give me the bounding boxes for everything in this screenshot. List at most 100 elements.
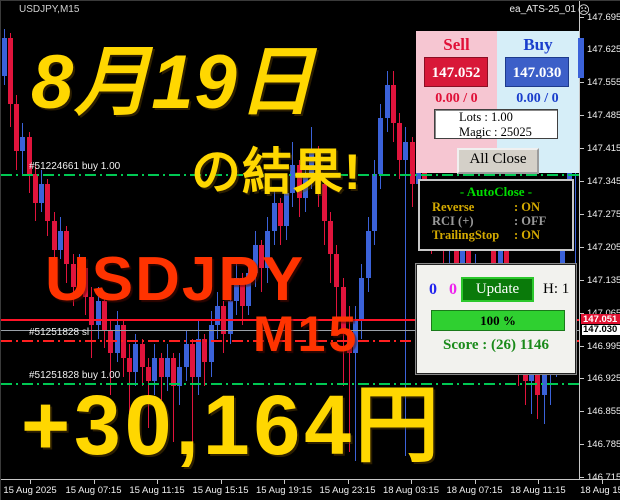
overlay-timeframe-text: M15: [253, 306, 360, 362]
autoclose-row-trailingstop: TrailingStop : ON: [420, 228, 572, 242]
price-tick-label: 147.205: [587, 241, 620, 253]
price-tick-label: 146.715: [587, 472, 620, 484]
candle-body: [127, 357, 133, 372]
buy-label: Buy: [523, 35, 553, 54]
candle-body: [32, 174, 38, 203]
price-tick-label: 147.485: [587, 110, 620, 122]
candle-body: [535, 367, 541, 396]
candle-body: [1, 38, 7, 76]
candle-body: [321, 183, 327, 222]
price-tick-label: 147.695: [587, 11, 620, 23]
candle-body: [95, 301, 101, 325]
bid-price-box: 147.030: [581, 323, 620, 336]
progress-text: 100 %: [480, 313, 516, 328]
buy-stats: 0.00 / 0: [516, 91, 559, 106]
candle-body: [334, 254, 340, 288]
price-tick-mark: [580, 115, 584, 117]
time-tick-label: 15 Aug 15:15: [192, 485, 249, 496]
autoclose-row-rci: RCI (+) : OFF: [420, 214, 572, 228]
candle-body: [315, 150, 321, 184]
candle-body: [459, 249, 465, 269]
candle-body: [20, 136, 26, 151]
update-panel: 0 0 Update H: 1 100 % Score : (26) 1146: [416, 264, 576, 374]
buy-price-button[interactable]: 147.030: [505, 57, 569, 87]
progress-fill: [432, 311, 564, 330]
candle-body: [26, 136, 32, 175]
autoclose-row-value: : ON: [514, 228, 541, 242]
candle-wick: [129, 343, 131, 415]
price-tick-mark: [580, 181, 584, 182]
candle-wick: [531, 348, 533, 415]
time-tick-label: 18 Aug 11:15: [510, 485, 566, 496]
candle-body: [403, 141, 409, 161]
order-line: [1, 340, 579, 343]
candle-body: [353, 320, 359, 354]
candle-body: [183, 343, 189, 368]
price-tick-mark: [580, 213, 584, 215]
price-tick-mark: [580, 345, 584, 347]
score-text: Score : (26) 1146: [443, 337, 549, 353]
candle-body: [302, 174, 308, 198]
price-axis[interactable]: 147.051 147.030 147.695 147.625 147.555 147…: [579, 1, 620, 483]
candle-wick: [405, 127, 407, 457]
candle-body: [177, 367, 183, 386]
sell-stats: 0.00 / 0: [435, 91, 478, 106]
price-tick-label: 147.275: [587, 208, 620, 220]
h-counter: H: 1: [543, 281, 570, 297]
price-tick-label: 147.415: [587, 143, 620, 155]
price-tick-label: 147.345: [587, 176, 620, 187]
candle-body: [89, 296, 95, 325]
order-line-label: #51251828 buy 1.00: [29, 369, 121, 381]
order-line-label: #51251828 sl: [29, 327, 90, 339]
chart-symbol-label: USDJPY,M15: [19, 4, 80, 15]
candle-body: [409, 141, 415, 184]
overlay-result-text: の結果!: [191, 144, 362, 200]
autoclose-panel: - AutoClose - Reverse : ON RCI (+) : OFF…: [418, 179, 574, 251]
sell-label: Sell: [443, 35, 470, 54]
candle-body: [491, 249, 497, 269]
price-tick-label: 147.065: [587, 308, 620, 319]
candle-body: [359, 277, 365, 321]
update-button[interactable]: Update: [461, 277, 534, 302]
time-axis[interactable]: 15 Aug 2025 15 Aug 07:15 15 Aug 11:15 15 Au…: [1, 479, 620, 500]
candle-body: [215, 306, 221, 325]
time-tick-mark: [347, 480, 349, 484]
candle-wick: [110, 320, 112, 396]
autoclose-row-label: TrailingStop: [432, 228, 500, 242]
candle-body: [309, 150, 315, 175]
autoclose-title: - AutoClose -: [459, 184, 533, 199]
candle-body: [196, 338, 202, 377]
candle-body: [158, 357, 164, 377]
price-tick-mark: [580, 378, 584, 380]
ea-status-sad-icon[interactable]: ☹: [577, 3, 590, 17]
price-tick-label: 147.135: [587, 274, 620, 286]
candle-body: [7, 38, 13, 104]
time-tick-mark: [93, 480, 95, 484]
order-line: [1, 174, 579, 177]
sell-price-button[interactable]: 147.052: [424, 57, 488, 87]
candle-body: [39, 183, 45, 203]
ask-line: [1, 318, 579, 321]
time-tick-mark: [284, 480, 285, 484]
candle-body: [208, 324, 214, 363]
candle-body: [240, 277, 246, 307]
candle-body: [560, 212, 566, 297]
counter-blue: 0: [429, 281, 437, 298]
candle-body: [233, 277, 239, 302]
candle-wick: [173, 353, 175, 443]
time-tick-mark: [538, 480, 539, 484]
autoclose-row-label: Reverse: [432, 200, 475, 214]
candle-body: [284, 193, 290, 227]
all-close-button[interactable]: All Close: [457, 148, 539, 174]
candle-body: [133, 343, 139, 372]
candle-wick: [336, 244, 338, 330]
time-tick-label: 18 Aug 15: [580, 485, 620, 496]
price-tick-mark: [580, 16, 584, 18]
autoclose-row-reverse: Reverse : ON: [420, 200, 572, 214]
candle-body: [397, 122, 403, 161]
candle-body: [101, 301, 107, 330]
candle-body: [372, 174, 378, 231]
price-tick-label: 147.555: [587, 77, 620, 89]
overlay-date-text: 8月19日: [31, 40, 315, 125]
